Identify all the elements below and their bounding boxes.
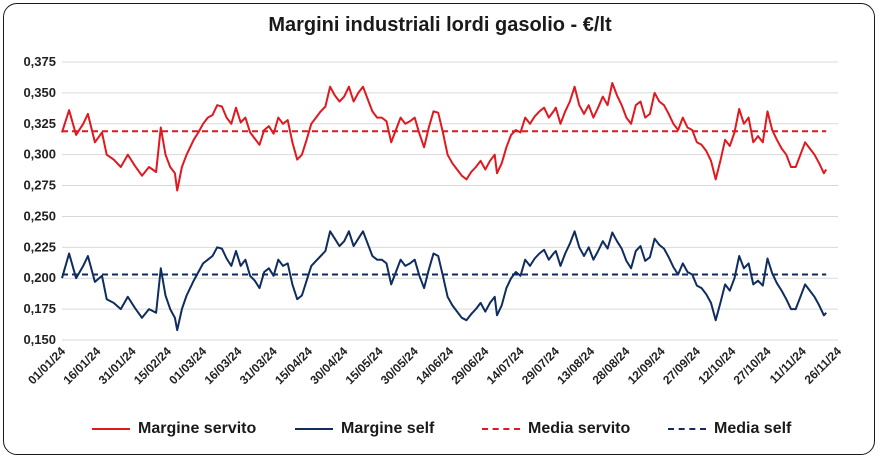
y-tick-label: 0,275 (23, 178, 56, 193)
legend-item: Media self (668, 420, 791, 438)
x-tick-label: 16/01/24 (60, 344, 103, 387)
y-tick-label: 0,375 (23, 54, 56, 69)
legend: Margine servito Margine self Media servito… (0, 420, 880, 444)
x-tick-label: 30/04/24 (307, 344, 350, 387)
x-tick-label: 31/03/24 (237, 344, 280, 387)
x-tick-label: 12/09/24 (625, 344, 668, 387)
legend-item: Media servito (482, 420, 630, 438)
x-tick-labels: 01/01/2416/01/2431/01/2415/02/2401/03/24… (25, 344, 844, 387)
x-tick-label: 27/10/24 (731, 344, 774, 387)
y-tick-label: 0,300 (23, 147, 56, 162)
legend-label: Margine self (341, 420, 435, 437)
y-tick-label: 0,325 (23, 116, 56, 131)
x-tick-label: 29/07/24 (519, 344, 562, 387)
series-line-margine-servito (61, 82, 828, 192)
legend-swatch (482, 428, 520, 430)
legend-item: Margine servito (92, 420, 256, 438)
x-tick-label: 15/02/24 (131, 344, 174, 387)
x-tick-label: 26/11/24 (802, 344, 845, 387)
y-tick-label: 0,225 (23, 239, 56, 254)
chart-frame (3, 3, 875, 455)
legend-label: Margine servito (138, 420, 257, 437)
x-tick-label: 01/03/24 (166, 344, 209, 387)
x-tick-label: 30/05/24 (378, 344, 421, 387)
y-tick-label: 0,350 (23, 85, 56, 100)
y-tick-label: 0,200 (23, 270, 56, 285)
x-tick-label: 31/01/24 (96, 344, 139, 387)
x-tick-label: 14/06/24 (413, 344, 456, 387)
x-tick-label: 28/08/24 (590, 344, 633, 387)
y-tick-label: 0,250 (23, 208, 56, 223)
x-tick-label: 12/10/24 (695, 344, 738, 387)
series-lines (61, 82, 828, 332)
chart-title: Margini industriali lordi gasolio - €/lt (268, 14, 612, 36)
legend-label: Media servito (528, 420, 631, 437)
x-tick-label: 14/07/24 (484, 344, 527, 387)
x-tick-label: 16/03/24 (202, 344, 245, 387)
y-tick-label: 0,175 (23, 301, 56, 316)
x-tick-label: 11/11/24 (767, 344, 809, 386)
x-tick-label: 15/04/24 (272, 344, 315, 387)
x-tick-label: 15/05/24 (343, 344, 386, 387)
y-tick-label: 0,150 (23, 332, 56, 347)
legend-label: Media self (714, 420, 792, 437)
y-tick-labels: 0,150 0,175 0,200 0,225 0,250 0,275 0,300 0,325… (23, 54, 56, 347)
x-tick-label: 13/08/24 (554, 344, 597, 387)
legend-swatch (295, 428, 333, 430)
x-tick-label: 01/01/24 (25, 344, 68, 387)
x-tick-label: 27/09/24 (660, 344, 703, 387)
x-tick-label: 29/06/24 (448, 344, 491, 387)
legend-item: Margine self (295, 420, 434, 438)
legend-swatch (668, 428, 706, 430)
line-chart: 0,150 0,175 0,200 0,225 0,250 0,275 0,300 0,325… (23, 54, 844, 387)
legend-swatch (92, 428, 130, 430)
series-line-margine-self (61, 230, 827, 332)
